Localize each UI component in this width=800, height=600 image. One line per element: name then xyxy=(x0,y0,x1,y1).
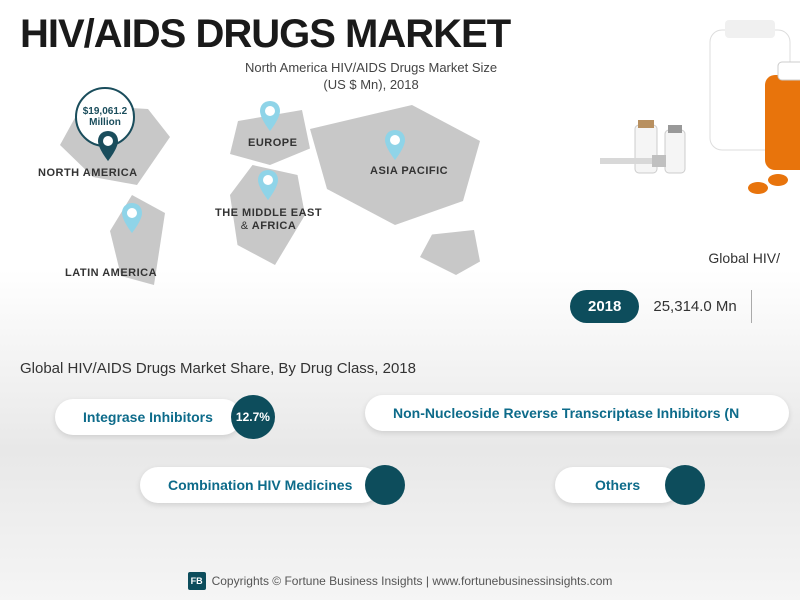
year-value: 25,314.0 Mn xyxy=(639,290,751,323)
label-mea: THE MIDDLE EAST& AFRICA xyxy=(215,207,322,233)
year-pill: 2018 xyxy=(570,290,639,323)
market-share-title: Global HIV/AIDS Drugs Market Share, By D… xyxy=(20,360,416,377)
drug-class-row-4: Others xyxy=(555,465,705,505)
pct-integrase: 12.7% xyxy=(231,395,275,439)
product-illustration xyxy=(600,20,800,200)
global-size-label: Global HIV/ xyxy=(708,250,780,266)
map-pin-la xyxy=(122,203,142,233)
label-eu: EUROPE xyxy=(248,137,297,149)
page-title: HIV/AIDS DRUGS MARKET xyxy=(20,12,510,57)
drug-class-row-1: Integrase Inhibitors 12.7% xyxy=(55,395,275,439)
label-na: NORTH AMERICA xyxy=(38,167,138,179)
end-circle-2 xyxy=(665,465,705,505)
map-heading: North America HIV/AIDS Drugs Market Size… xyxy=(245,60,497,94)
pill-integrase: Integrase Inhibitors xyxy=(55,399,241,435)
drug-class-row-2: Non-Nucleoside Reverse Transcriptase Inh… xyxy=(365,395,789,431)
end-circle-1 xyxy=(365,465,405,505)
continent-au xyxy=(420,230,480,275)
map-pin-na xyxy=(98,131,118,161)
pill-others: Others xyxy=(555,467,680,503)
map-pin-eu xyxy=(260,101,280,131)
label-ap: ASIA PACIFIC xyxy=(370,165,448,177)
copyright-text: Copyrights © Fortune Business Insights |… xyxy=(212,574,613,588)
logo-icon: FB xyxy=(188,572,206,590)
pill-nnrti: Non-Nucleoside Reverse Transcriptase Inh… xyxy=(365,395,789,431)
pill-combination: Combination HIV Medicines xyxy=(140,467,380,503)
year-badge: 2018 25,314.0 Mn xyxy=(570,290,752,323)
label-la: LATIN AMERICA xyxy=(65,267,157,279)
footer: FB Copyrights © Fortune Business Insight… xyxy=(0,572,800,590)
world-map: $19,061.2 Million NORTH AMERICA LATIN AM… xyxy=(20,95,560,295)
drug-class-row-3: Combination HIV Medicines xyxy=(140,465,405,505)
map-pin-mea xyxy=(258,170,278,200)
map-pin-ap xyxy=(385,130,405,160)
highlight-unit: Million xyxy=(89,117,121,128)
highlight-value: $19,061.2 xyxy=(83,106,128,117)
